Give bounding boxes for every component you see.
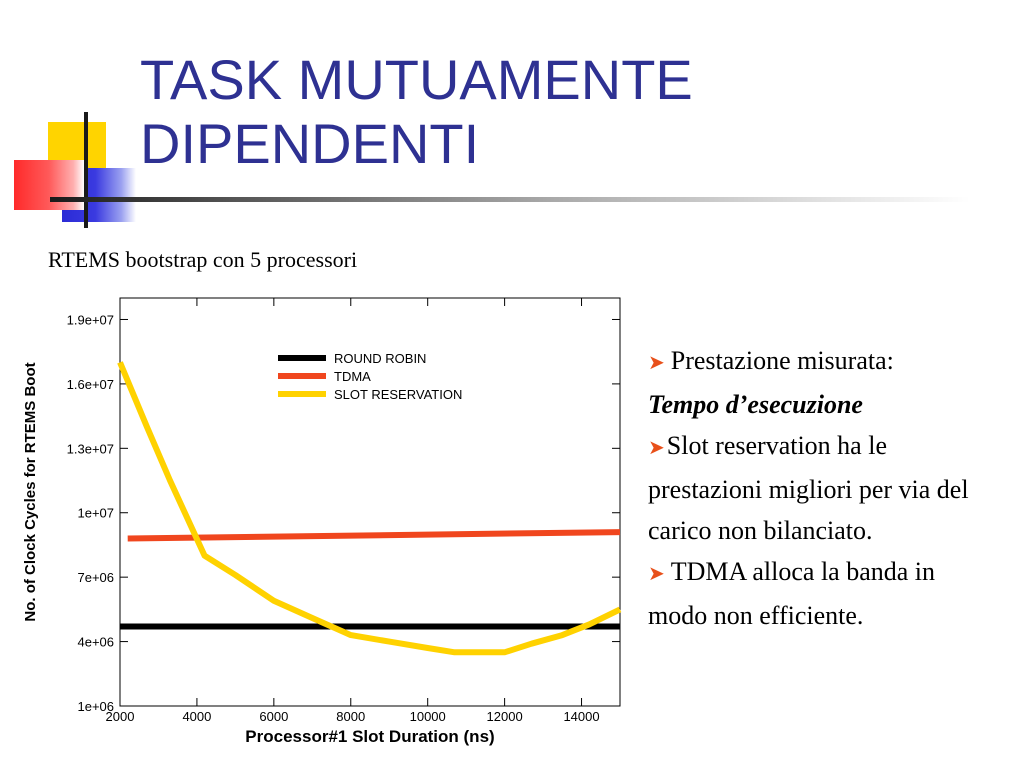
y-tick-label: 1.3e+07 — [67, 441, 114, 456]
line-chart: 1e+06 4e+06 7e+06 1e+07 1.3e+07 1.6e+07 1.9e+0… — [22, 297, 622, 746]
bullet-3: ➤ TDMA alloca la banda in modo non effici… — [648, 551, 988, 636]
legend-label: ROUND ROBIN — [334, 351, 426, 366]
y-tick-label: 1e+06 — [77, 699, 114, 714]
x-tick-label: 12000 — [487, 709, 523, 724]
arrow-bullet-icon: ➤ — [648, 437, 665, 459]
x-tick-label: 8000 — [336, 709, 365, 724]
x-tick-label: 6000 — [259, 709, 288, 724]
x-tick-label: 2000 — [106, 709, 135, 724]
y-tick-label: 1e+07 — [77, 506, 114, 521]
series-line-slot-reservation — [117, 361, 622, 656]
logo-vertical-line — [84, 112, 88, 228]
y-tick-label: 7e+06 — [77, 570, 114, 585]
title-line-1: TASK MUTUAMENTE — [140, 48, 693, 111]
y-tick-label: 1.6e+07 — [67, 377, 114, 392]
slide-subtitle: RTEMS bootstrap con 5 processori — [48, 247, 358, 272]
title-underline — [50, 197, 970, 202]
legend-label: TDMA — [334, 369, 371, 384]
y-tick-label: 4e+06 — [77, 635, 114, 650]
x-tick-label: 10000 — [410, 709, 446, 724]
series-line-tdma — [127, 529, 621, 542]
y-tick-label: 1.9e+07 — [67, 312, 114, 327]
bullet-2: ➤Slot reservation ha le prestazioni migl… — [648, 425, 988, 551]
bullet-1: ➤ Prestazione misurata: Tempo d’esecuzion… — [648, 340, 988, 425]
slide-title: TASK MUTUAMENTE DIPENDENTI — [140, 48, 840, 176]
arrow-bullet-icon: ➤ — [648, 563, 665, 585]
bullet-list: ➤ Prestazione misurata: Tempo d’esecuzion… — [648, 340, 988, 636]
bullet-1-emphasis: Tempo d’esecuzione — [648, 390, 863, 419]
bullet-1-text: Prestazione misurata: — [670, 346, 894, 375]
arrow-bullet-icon: ➤ — [648, 352, 665, 374]
logo-red-square — [14, 160, 84, 210]
y-axis-label: No. of Clock Cycles for RTEMS Boot — [22, 362, 39, 621]
x-axis-label: Processor#1 Slot Duration (ns) — [245, 727, 494, 746]
title-line-2: DIPENDENTI — [140, 112, 480, 175]
legend-label: SLOT RESERVATION — [334, 387, 462, 402]
x-tick-label: 14000 — [563, 709, 599, 724]
x-tick-label: 4000 — [182, 709, 211, 724]
bullet-2-text: Slot reservation ha le prestazioni migli… — [648, 431, 969, 545]
bullet-3-text: TDMA alloca la banda in modo non efficie… — [648, 557, 936, 630]
